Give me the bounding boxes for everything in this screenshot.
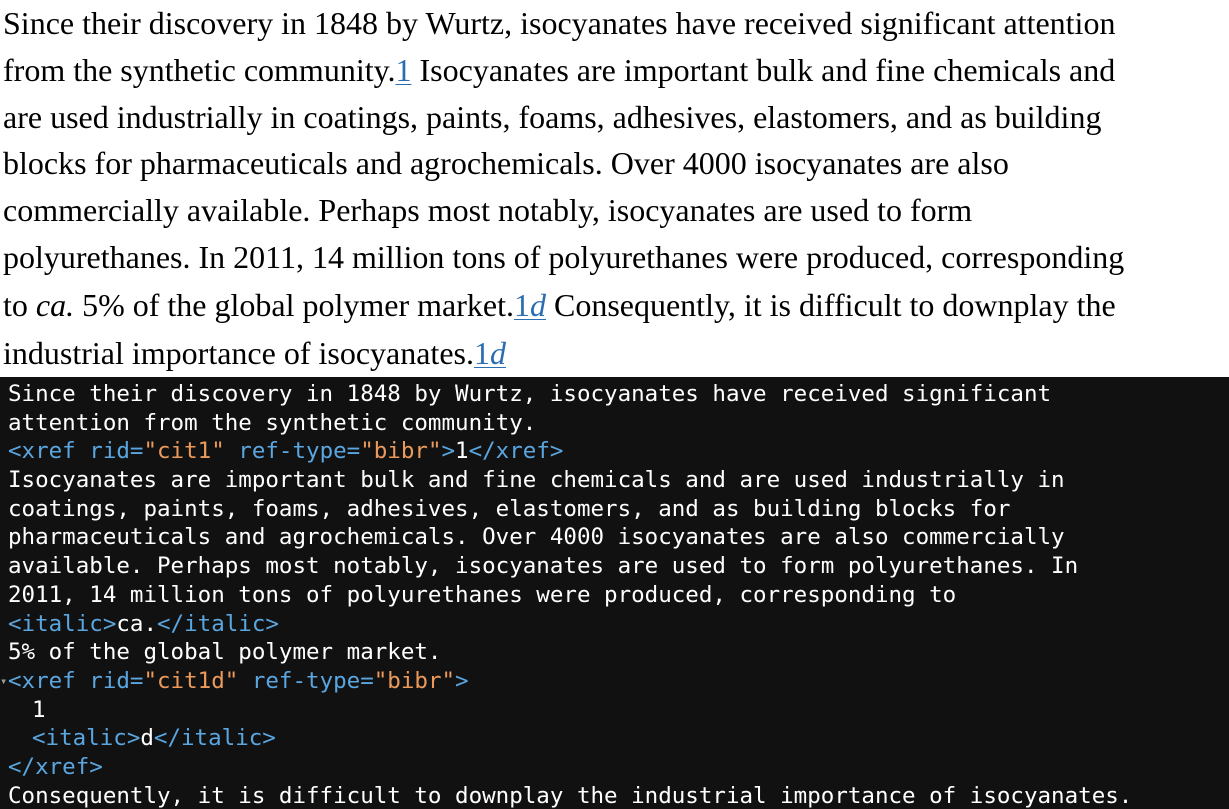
source-line: 2011, 14 million tons of polyurethanes w… [8, 581, 957, 608]
italic-element[interactable]: <italic>d</italic> [8, 724, 1229, 753]
paragraph-line: commercially available. Perhaps most not… [3, 187, 1229, 234]
source-line: available. Perhaps most notably, isocyan… [8, 553, 1079, 580]
paragraph-line: from the synthetic community.1 Isocyanat… [3, 47, 1229, 94]
tag-bracket: > [455, 667, 469, 694]
tag-open: <italic> [32, 725, 141, 752]
paragraph-line: industrial importance of isocyanates.1d [3, 329, 1229, 378]
paragraph-text: to [3, 286, 36, 323]
paragraph-text: blocks for pharmaceuticals and agrochemi… [3, 145, 1009, 182]
paragraph-text: commercially available. Perhaps most not… [3, 192, 973, 229]
tag-close: </italic> [157, 610, 279, 637]
paragraph-text: 5% of the global polymer market. [74, 286, 514, 323]
attr-name: ref-type= [224, 438, 361, 465]
paragraph-text: Since their discovery in 1848 by Wurtz, … [3, 5, 1116, 41]
source-line: Isocyanates are important bulk and fine … [8, 467, 1065, 494]
attr-value: "cit1d" [143, 667, 239, 694]
rendered-paragraph: Since their discovery in 1848 by Wurtz, … [0, 0, 1229, 377]
tag-open: <xref [8, 438, 76, 465]
attr-name: ref-type= [238, 667, 374, 694]
tag-close: </xref> [468, 438, 564, 465]
italic-content: d [140, 725, 154, 752]
xref-element[interactable]: <xref rid="cit1" ref-type="bibr">1</xref… [8, 437, 1229, 466]
paragraph-text: polyurethanes. In 2011, 14 million tons … [3, 238, 1125, 275]
citation-number: 1 [513, 286, 530, 323]
paragraph-line: blocks for pharmaceuticals and agrochemi… [3, 140, 1229, 187]
italic-content: ca. [116, 610, 158, 637]
citation-suffix: d [489, 335, 506, 372]
paragraph-line: are used industrially in coatings, paint… [3, 94, 1229, 141]
paragraph-text: Isocyanates are important bulk and fine … [411, 51, 1116, 88]
xml-source-view: Since their discovery in 1848 by Wurtz, … [0, 377, 1229, 809]
attr-value: "bibr" [373, 667, 456, 694]
xref-close: </xref> [8, 753, 1229, 782]
citation-suffix: d [529, 286, 546, 323]
paragraph-text: Consequently, it is difficult to downpla… [545, 286, 1116, 323]
source-line: Consequently, it is difficult to downpla… [8, 782, 1133, 809]
paragraph-text: industrial importance of isocyanates. [3, 335, 474, 372]
paragraph-line: Since their discovery in 1848 by Wurtz, … [3, 0, 1229, 47]
source-line: Since their discovery in 1848 by Wurtz, … [8, 381, 1052, 407]
attr-value: "cit1" [143, 438, 225, 465]
collapse-toggle-icon[interactable]: ▾ [0, 673, 8, 688]
italic-element[interactable]: <italic>ca.</italic> [8, 610, 1229, 639]
attr-value: "bibr" [360, 438, 442, 465]
paragraph-text: are used industrially in coatings, paint… [3, 98, 1102, 135]
paragraph-line: polyurethanes. In 2011, 14 million tons … [3, 234, 1229, 281]
citation-link-1d[interactable]: 1d [514, 287, 546, 323]
source-line: pharmaceuticals and agrochemicals. Over … [8, 524, 1065, 551]
citation-number: 1 [473, 335, 490, 372]
xref-element[interactable]: ▾ <xref rid="cit1d" ref-type="bibr"> [0, 667, 1229, 696]
citation-link-1d[interactable]: 1d [474, 335, 506, 371]
italic-text: ca. [35, 286, 75, 323]
paragraph-text: from the synthetic community. [3, 51, 396, 88]
attr-name: rid= [75, 438, 144, 465]
tag-close: </italic> [153, 725, 276, 752]
source-line: coatings, paints, foams, adhesives, elas… [8, 495, 1011, 522]
citation-link-1[interactable]: 1 [395, 51, 412, 88]
attr-name: rid= [75, 667, 144, 694]
tag-open: <xref [8, 667, 76, 694]
paragraph-line: to ca. 5% of the global polymer market.1… [3, 281, 1229, 330]
source-line: 5% of the global polymer market. [8, 639, 442, 666]
tag-close: </xref> [8, 753, 103, 780]
tag-bracket: > [441, 438, 456, 465]
source-line: attention from the synthetic community. [8, 409, 537, 436]
xref-content: 1 [455, 438, 469, 465]
xref-content: 1 [32, 696, 46, 723]
tag-open: <italic> [8, 610, 117, 637]
